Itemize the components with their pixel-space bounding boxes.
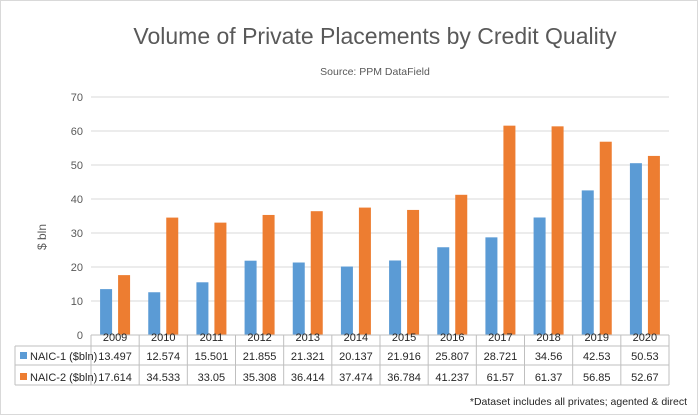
x-category-label: 2012	[247, 332, 271, 344]
y-tick-label: 40	[71, 194, 83, 206]
y-tick-label: 30	[71, 228, 83, 240]
bar-naic1-2016	[437, 247, 450, 335]
data-table-cell: 25.807	[435, 351, 469, 363]
bar-naic2-2017	[503, 125, 516, 335]
legend-swatch-naic1	[20, 352, 27, 359]
gridlines	[91, 96, 669, 302]
data-table-cell: 36.414	[291, 372, 325, 384]
x-category-label: 2010	[151, 332, 175, 344]
data-table-cell: 41.237	[435, 372, 469, 384]
bar-naic2-2019	[599, 141, 612, 335]
x-category-label: 2009	[103, 332, 127, 344]
x-category-label: 2017	[488, 332, 512, 344]
y-tick-label: 10	[71, 296, 83, 308]
x-category-label: 2014	[344, 332, 368, 344]
x-category-label: 2015	[392, 332, 416, 344]
chart-title: Volume of Private Placements by Credit Q…	[133, 23, 617, 49]
data-table-cell: 28.721	[484, 351, 518, 363]
data-table-cell: 21.855	[243, 351, 277, 363]
bar-naic2-2009	[118, 275, 131, 335]
legend-label-naic2: NAIC-2 ($bln)	[30, 372, 97, 384]
bar-naic1-2015	[389, 260, 402, 335]
data-table-cell: 21.321	[291, 351, 325, 363]
y-tick-label: 50	[71, 160, 83, 172]
data-table-cell: 50.53	[631, 351, 659, 363]
legend-swatch-naic2	[20, 373, 27, 380]
data-table-cell: 35.308	[243, 372, 277, 384]
legend-label-naic1: NAIC-1 ($bln)	[30, 351, 97, 363]
data-table-cell: 61.37	[535, 372, 563, 384]
bar-naic2-2020	[647, 155, 660, 335]
bars	[100, 125, 660, 335]
x-category-label: 2019	[585, 332, 609, 344]
x-category-label: 2016	[440, 332, 464, 344]
bar-naic2-2014	[358, 207, 371, 335]
bar-naic1-2018	[533, 217, 546, 335]
x-category-label: 2018	[536, 332, 560, 344]
data-table-cell: 34.533	[146, 372, 180, 384]
data-table-cell: 37.474	[339, 372, 373, 384]
data-table-cell: 20.137	[339, 351, 373, 363]
y-axis-label: $ bln	[35, 224, 49, 250]
data-table-cell: 17.614	[98, 372, 132, 384]
chart-subtitle: Source: PPM DataField	[320, 66, 430, 78]
bar-naic1-2012	[244, 260, 257, 335]
bar-naic2-2011	[214, 222, 227, 335]
data-table-cell: 15.501	[195, 351, 229, 363]
data-table-cell: 34.56	[535, 351, 563, 363]
x-category-label: 2011	[200, 332, 224, 344]
data-table-cell: 21.916	[387, 351, 421, 363]
data-table-cell: 12.574	[146, 351, 180, 363]
bar-naic1-2009	[100, 289, 113, 335]
y-tick-label: 60	[71, 126, 83, 138]
y-tick-label: 70	[71, 92, 83, 104]
data-table-cell: 56.85	[583, 372, 611, 384]
x-category-label: 2013	[296, 332, 320, 344]
data-table: 2009 2010 2011 2012 2013 2014 2015 2016 2017 2018…	[14, 332, 670, 386]
x-category-label: 2020	[633, 332, 657, 344]
bar-naic1-2013	[292, 262, 305, 335]
bar-naic2-2012	[262, 214, 275, 335]
data-table-cell: 52.67	[631, 372, 659, 384]
bar-naic2-2018	[551, 126, 564, 335]
bar-naic2-2016	[455, 194, 468, 335]
y-tick-labels: 0 10 20 30 40 50 60 70	[71, 92, 83, 342]
bar-naic1-2014	[340, 266, 353, 335]
bar-naic1-2011	[196, 282, 209, 335]
footnote: *Dataset includes all privates; agented …	[470, 396, 687, 408]
bar-naic1-2017	[485, 237, 498, 335]
data-table-cell: 61.57	[487, 372, 515, 384]
data-table-cell: 33.05	[198, 372, 226, 384]
bar-naic2-2015	[407, 209, 420, 335]
y-tick-label: 0	[77, 330, 83, 342]
data-table-cell: 36.784	[387, 372, 421, 384]
data-table-cell: 42.53	[583, 351, 611, 363]
bar-naic1-2010	[148, 292, 161, 335]
bar-naic1-2020	[629, 163, 642, 335]
data-table-cell: 13.497	[98, 351, 132, 363]
bar-naic2-2010	[166, 217, 179, 335]
bar-naic1-2019	[581, 190, 594, 335]
y-tick-label: 20	[71, 262, 83, 274]
bar-naic2-2013	[310, 211, 323, 335]
